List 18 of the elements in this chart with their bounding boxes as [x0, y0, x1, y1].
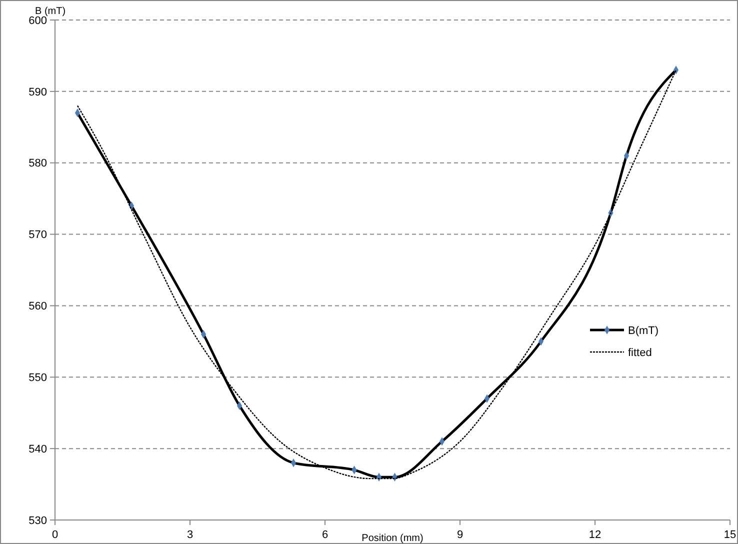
- legend-label: fitted: [628, 346, 652, 359]
- x-tick-label: 9: [456, 529, 464, 541]
- y-tick-label: 550: [28, 372, 47, 384]
- y-tick-label: 600: [28, 14, 47, 27]
- y-axis-title: B (mT): [35, 6, 66, 17]
- x-tick-label: 12: [588, 529, 602, 541]
- y-tick-label: 530: [28, 514, 47, 527]
- x-tick-label: 0: [52, 529, 58, 541]
- x-tick-label: 6: [322, 529, 328, 541]
- x-axis-title: Position (mm): [362, 533, 424, 544]
- y-tick-label: 540: [28, 443, 47, 456]
- x-tick-label: 3: [186, 529, 194, 541]
- x-tick-label: 15: [724, 529, 736, 541]
- y-tick-label: 560: [28, 300, 47, 313]
- y-tick-label: 570: [28, 229, 47, 242]
- y-tick-label: 590: [28, 86, 47, 98]
- y-tick-label: 580: [28, 158, 47, 170]
- legend-label: B(mT): [628, 324, 659, 337]
